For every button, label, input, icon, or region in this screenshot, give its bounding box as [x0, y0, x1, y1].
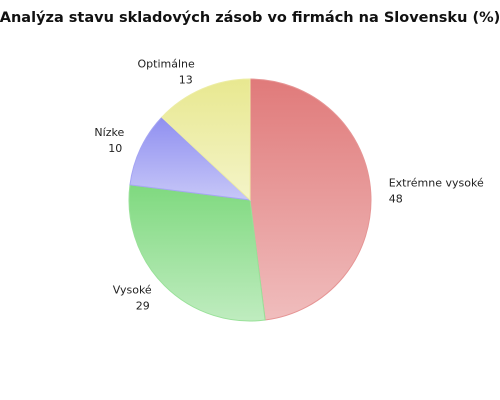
- pie-slice: [249, 78, 372, 321]
- slice-label: Nízke: [94, 126, 124, 139]
- slice-label: Optimálne: [138, 57, 195, 70]
- pie-slice: [161, 78, 251, 202]
- slice-value: 29: [136, 299, 150, 312]
- slice-label: Extrémne vysoké: [389, 176, 484, 189]
- slice-value: 48: [389, 192, 403, 205]
- chart-title: Analýza stavu skladových zásob vo firmác…: [0, 10, 500, 26]
- pie-slice: [128, 184, 266, 322]
- slice-value: 10: [108, 142, 122, 155]
- slice-label: Vysoké: [113, 283, 152, 296]
- slice-value: 13: [179, 73, 193, 86]
- pie-slice: [129, 116, 252, 201]
